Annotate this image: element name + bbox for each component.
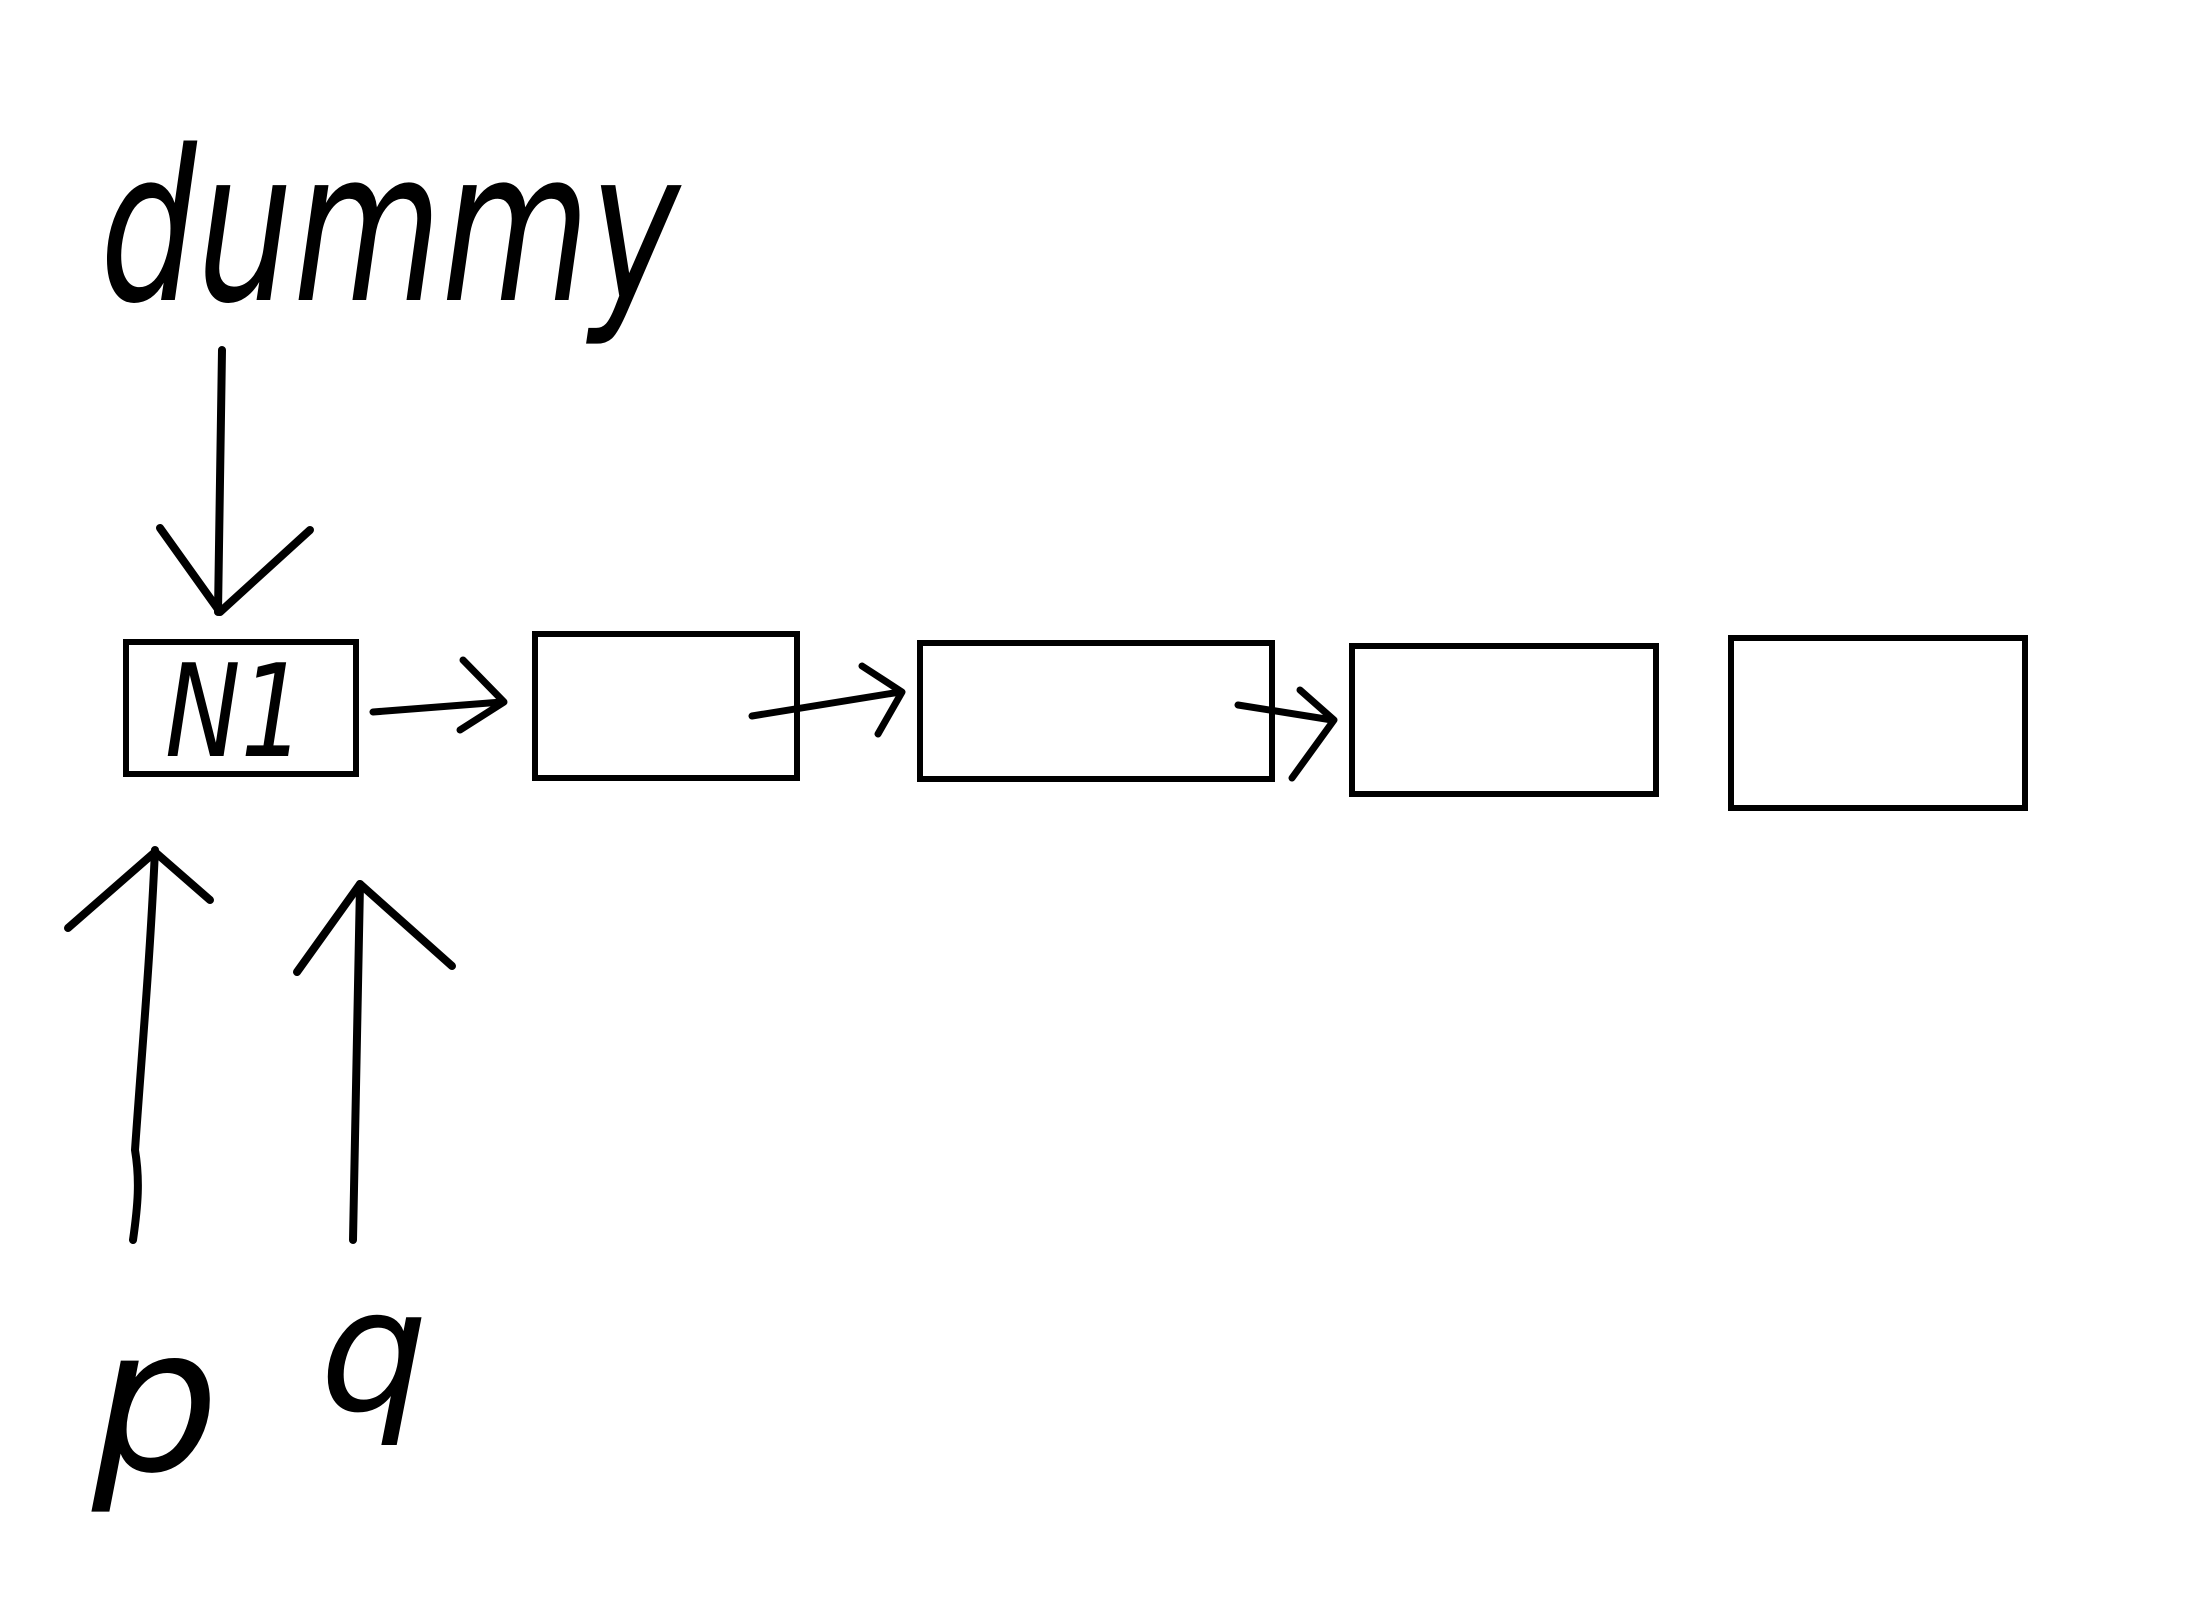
node-label: N1 — [165, 638, 305, 787]
dummy-label: dummy — [100, 105, 682, 350]
q-pointer-arrow — [293, 880, 456, 1244]
list-node — [1349, 643, 1659, 797]
list-node — [1728, 635, 2028, 811]
p-pointer-arrow — [64, 846, 214, 1244]
dummy-pointer-arrow — [156, 346, 314, 616]
list-node: N1 — [123, 638, 359, 787]
next-arrow — [1234, 686, 1338, 782]
list-node — [532, 631, 800, 781]
p-label: p — [91, 1285, 219, 1518]
next-arrow — [369, 656, 508, 734]
next-arrow — [748, 662, 906, 738]
list-node — [917, 640, 1275, 782]
q-label: q — [320, 1253, 428, 1451]
